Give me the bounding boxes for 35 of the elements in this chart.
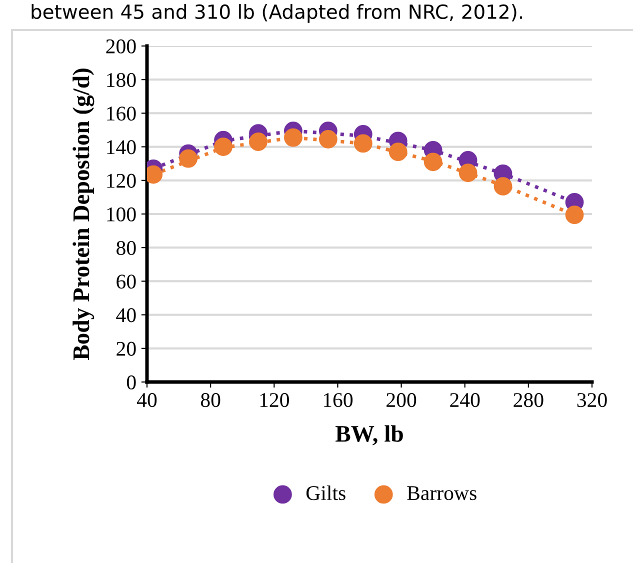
text: between 45 and 310 lb (Adapted from NRC, 2012). <box>32 4 522 23</box>
y-tick-label: 200 <box>106 39 136 54</box>
point <box>458 164 478 182</box>
legend-label: Barrows <box>407 486 476 500</box>
point <box>494 177 512 196</box>
y-tick-label: 140 <box>107 140 136 154</box>
point <box>388 142 408 162</box>
y-tick-label: 60 <box>116 274 136 289</box>
legend-label: Gilts <box>306 485 346 500</box>
x-tick-label: 160 <box>324 393 353 408</box>
point <box>565 206 584 224</box>
x-tick-label: 200 <box>386 393 416 408</box>
x-tick-label: 80 <box>200 393 220 408</box>
y-tick-label: 180 <box>107 72 136 88</box>
point <box>179 149 198 168</box>
x-tick-label: 40 <box>136 393 157 408</box>
point <box>318 130 338 148</box>
y-tick-label: 160 <box>107 106 136 121</box>
y-tick-label: 20 <box>116 342 136 356</box>
point <box>249 132 268 151</box>
point <box>214 138 232 156</box>
x-tick-label: 320 <box>577 393 607 408</box>
y-tick-label: 80 <box>116 240 136 256</box>
y-tick-label: 40 <box>116 308 136 322</box>
y-tick-label: 120 <box>107 174 136 188</box>
point <box>354 134 372 153</box>
point <box>284 128 302 147</box>
y-tick-label: 100 <box>107 207 136 222</box>
x-axis-title: BW, lb <box>336 425 403 446</box>
x-tick-label: 280 <box>514 393 544 408</box>
y-tick-label: 0 <box>126 375 136 390</box>
point <box>424 152 442 172</box>
x-tick-label: 240 <box>450 393 480 408</box>
y-axis-title: Body Protein Depostion (g/d) <box>72 68 94 360</box>
x-tick-label: 120 <box>260 393 289 408</box>
